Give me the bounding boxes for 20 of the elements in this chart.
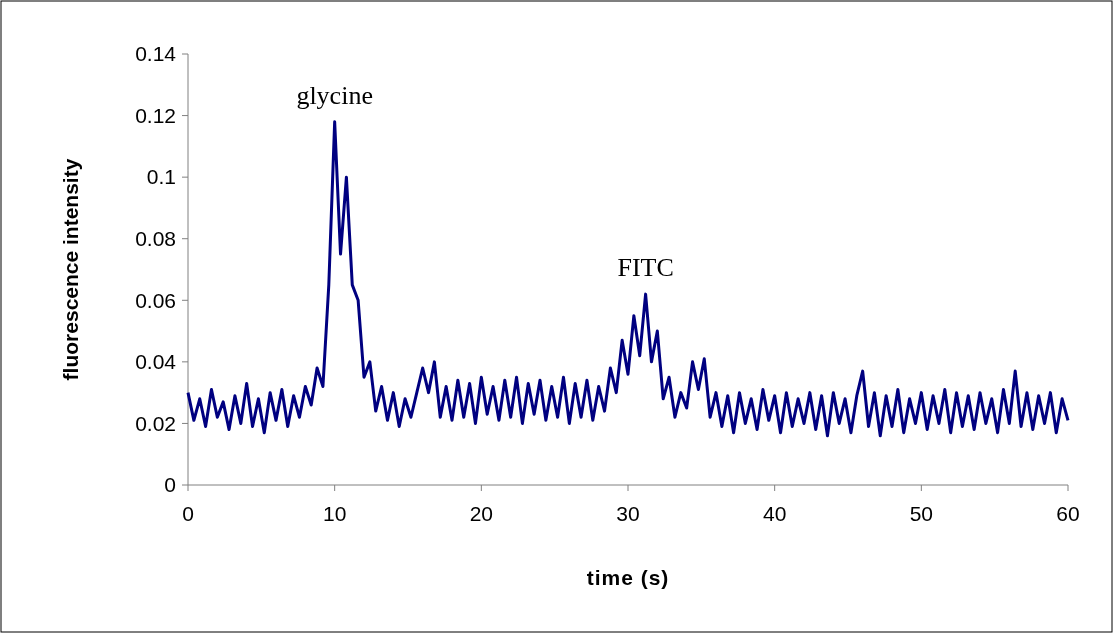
x-axis-title: time (s) [586, 566, 670, 589]
annotation: glycine [296, 80, 373, 110]
y-tick-label: 0.12 [135, 103, 176, 127]
x-tick-label: 40 [762, 502, 787, 525]
x-tick-label: 30 [616, 502, 640, 525]
y-tick-label: 0.04 [135, 350, 177, 374]
x-tick-label: 0 [182, 502, 194, 525]
y-tick-label: 0.06 [135, 288, 176, 312]
x-tick-label: 60 [1056, 502, 1080, 525]
y-tick-label: 0 [164, 473, 176, 497]
y-tick-label: 0.08 [135, 227, 176, 251]
line-series [186, 120, 1070, 438]
x-tick-label: 50 [909, 502, 934, 525]
y-tick-label: 0.14 [135, 42, 177, 66]
y-tick-label: 0.1 [146, 165, 176, 189]
annotation: FITC [617, 253, 674, 283]
y-axis-title: fluorescence intensity [59, 158, 82, 381]
x-tick-label: 10 [322, 502, 347, 525]
y-tick-label: 0.02 [135, 411, 176, 435]
x-tick-label: 20 [469, 502, 494, 525]
